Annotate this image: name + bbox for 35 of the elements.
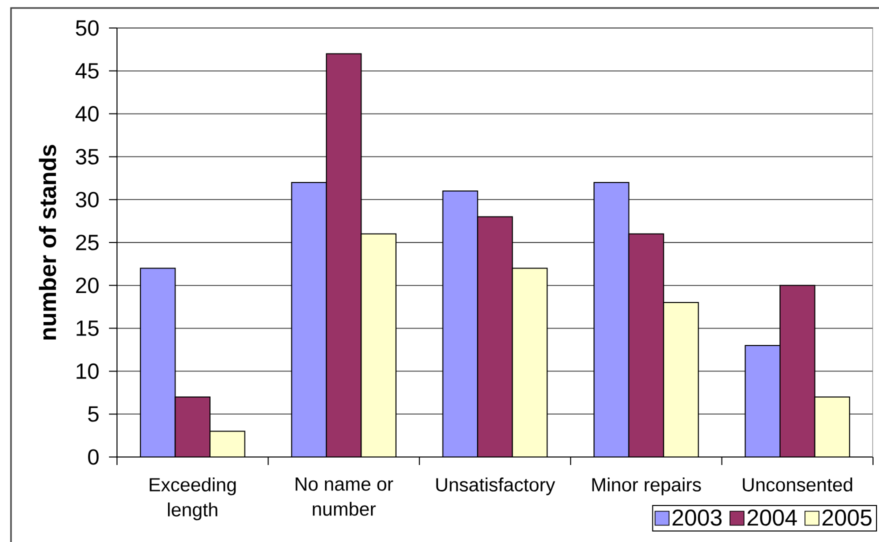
y-tick-label: 30 [76,192,99,208]
y-tick-label: 5 [88,406,99,422]
bar [140,268,176,457]
legend-label: 2005 [822,509,872,526]
bar [361,234,396,457]
y-tick-label: 20 [76,278,99,294]
y-tick-label: 50 [76,20,99,36]
y-tick-label: 15 [76,320,99,336]
x-tick-label: Exceeding length [150,478,236,520]
x-tick-label: Minor repairs [592,478,701,496]
y-tick-label: 25 [76,234,99,250]
x-tick-label: Unconsented [742,478,852,492]
bar [744,344,781,457]
bar [814,396,850,457]
bar [664,302,698,457]
legend-label: 2003 [672,509,722,526]
y-tick-label: 0 [88,449,99,465]
bar [292,182,326,457]
x-tick-label: No name or number [296,478,394,516]
bar [478,216,512,457]
y-tick-label: 45 [76,63,99,79]
y-tick-label: 10 [76,363,99,379]
bar [628,234,664,457]
x-tick-label: Unsatisfactory [436,478,556,496]
bar [442,191,478,457]
bar [175,396,210,457]
bar [780,284,816,457]
legend-label: 2004 [748,509,797,526]
bar [512,268,548,457]
y-axis-title: number of stands [38,144,56,340]
y-tick-label: 35 [76,148,99,164]
bar [594,182,629,457]
y-tick-label: 40 [76,106,99,122]
bar [326,54,362,457]
bar [210,431,245,457]
